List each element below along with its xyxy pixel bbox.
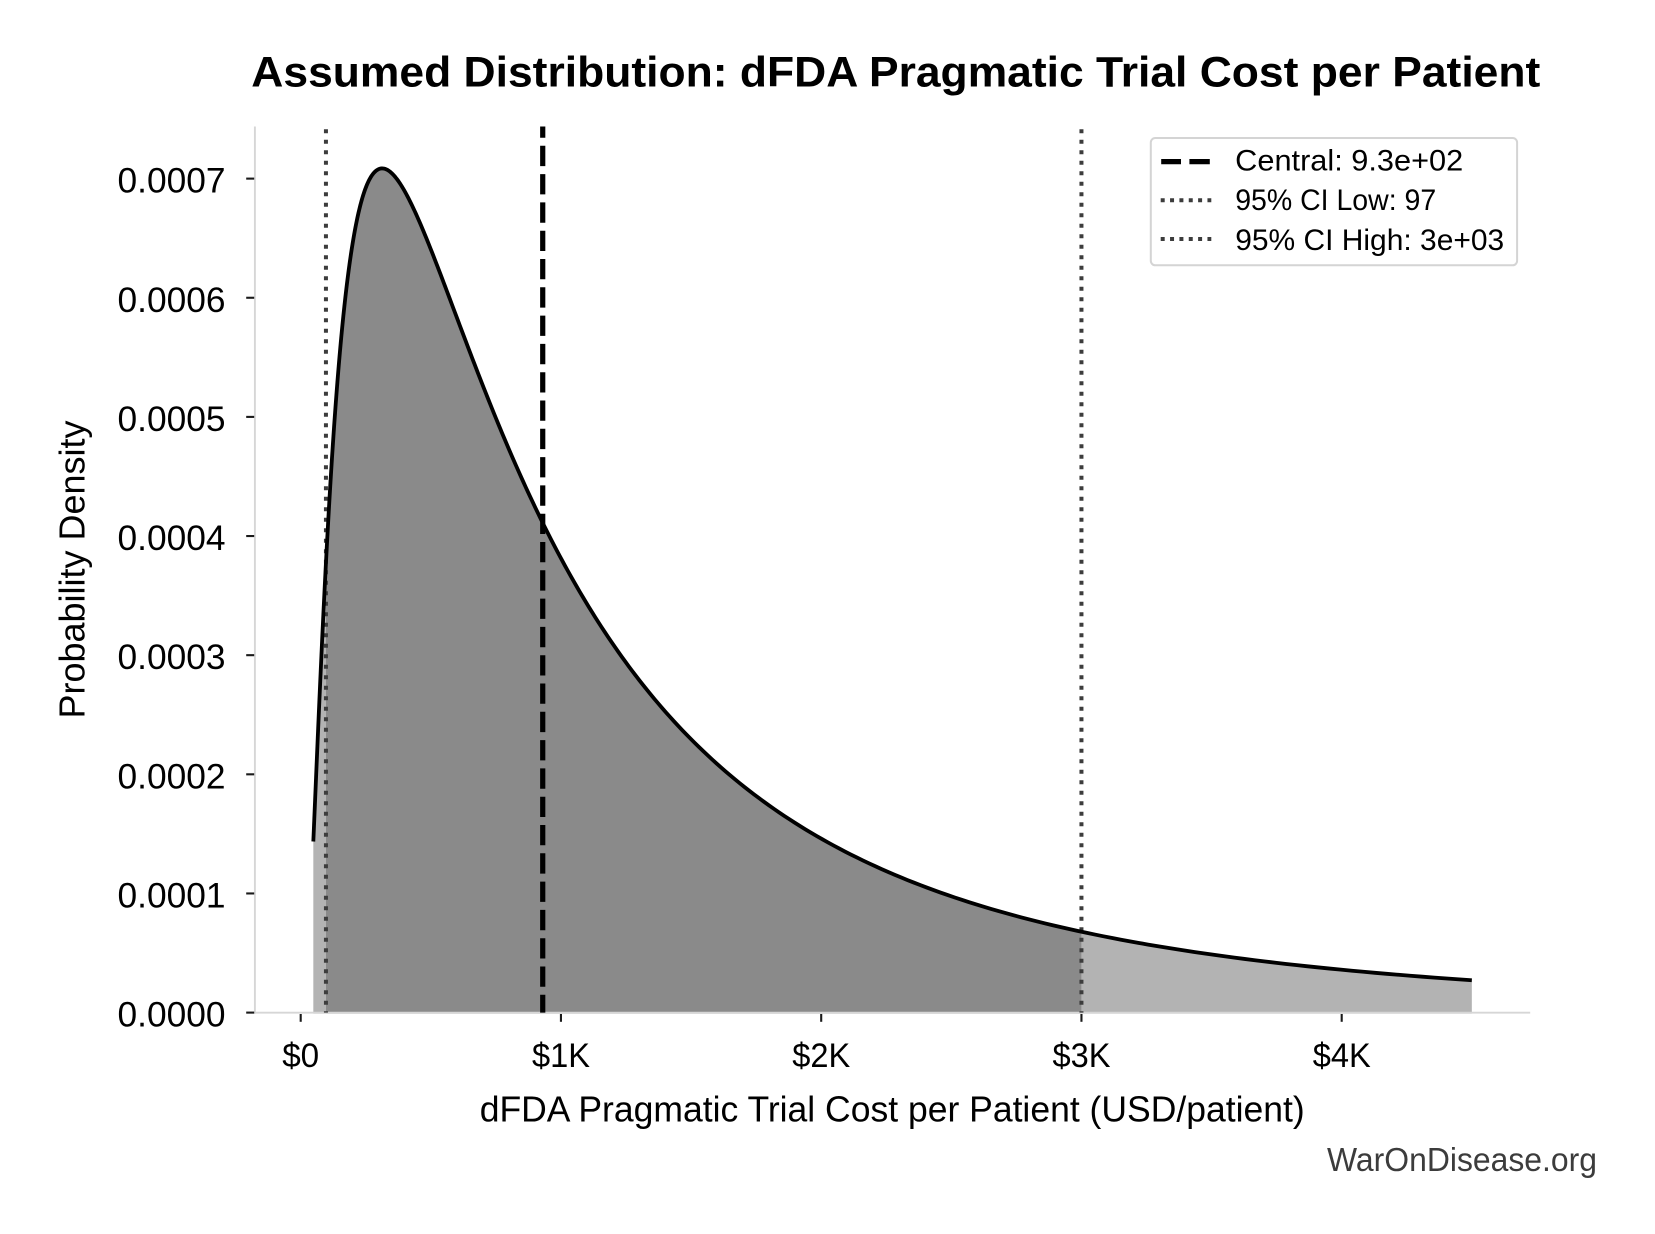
svg-text:Assumed Distribution: dFDA Pra: Assumed Distribution: dFDA Pragmatic Tri… <box>251 49 1540 97</box>
svg-text:0.0004: 0.0004 <box>118 518 226 558</box>
svg-text:$0: $0 <box>282 1037 319 1075</box>
svg-text:$2K: $2K <box>792 1037 850 1075</box>
svg-text:95% CI Low: 97: 95% CI Low: 97 <box>1235 184 1436 217</box>
svg-text:0.0002: 0.0002 <box>118 756 226 796</box>
svg-text:WarOnDisease.org: WarOnDisease.org <box>1327 1141 1597 1178</box>
svg-text:Central: 9.3e+02: Central: 9.3e+02 <box>1235 145 1463 178</box>
svg-text:0.0001: 0.0001 <box>118 875 226 915</box>
svg-text:dFDA Pragmatic Trial Cost per: dFDA Pragmatic Trial Cost per Patient (U… <box>480 1089 1305 1130</box>
svg-text:0.0003: 0.0003 <box>118 637 226 677</box>
svg-text:0.0005: 0.0005 <box>118 399 226 439</box>
svg-text:$3K: $3K <box>1052 1037 1110 1075</box>
svg-text:$4K: $4K <box>1313 1037 1371 1075</box>
svg-text:0.0006: 0.0006 <box>118 280 226 320</box>
svg-text:95% CI High: 3e+03: 95% CI High: 3e+03 <box>1235 224 1504 257</box>
svg-text:0.0000: 0.0000 <box>118 995 226 1035</box>
svg-text:$1K: $1K <box>532 1037 590 1075</box>
svg-text:Probability Density: Probability Density <box>52 420 93 719</box>
svg-text:0.0007: 0.0007 <box>118 161 226 201</box>
